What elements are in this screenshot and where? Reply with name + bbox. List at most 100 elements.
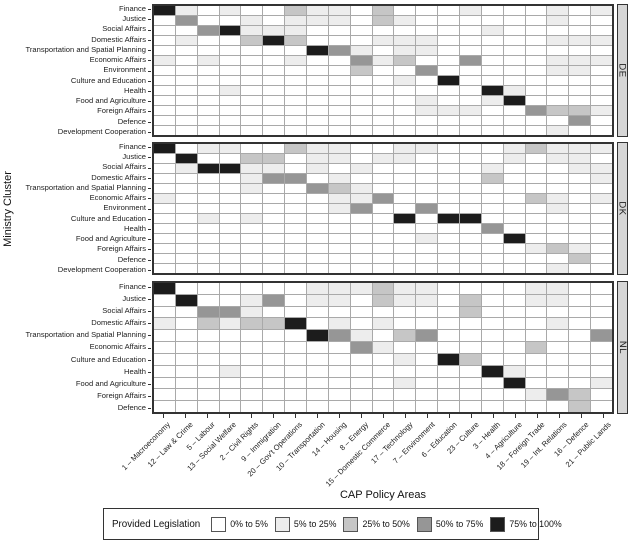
heatmap-cell bbox=[328, 389, 350, 401]
heatmap-cell bbox=[350, 353, 372, 365]
heatmap-cell bbox=[197, 342, 219, 353]
heatmap-cell bbox=[416, 86, 438, 95]
heatmap-cell bbox=[569, 184, 591, 193]
heatmap-cell bbox=[525, 174, 547, 183]
heatmap-cell bbox=[525, 224, 547, 233]
row-label: Defence bbox=[117, 402, 146, 412]
heatmap-cell bbox=[154, 342, 175, 353]
heatmap-cell bbox=[307, 318, 328, 330]
y-tick bbox=[148, 60, 151, 61]
heatmap-cell bbox=[285, 234, 306, 243]
heatmap-cell bbox=[416, 342, 438, 353]
heatmap-cell bbox=[481, 56, 503, 65]
heatmap-cell bbox=[197, 164, 219, 173]
heatmap-cell bbox=[175, 56, 197, 65]
heatmap-cell bbox=[394, 342, 416, 353]
heatmap-cell bbox=[547, 56, 569, 65]
heatmap-cell bbox=[547, 234, 569, 243]
heatmap-cell bbox=[328, 244, 350, 253]
heatmap-cell bbox=[591, 164, 612, 173]
heatmap-cell bbox=[525, 214, 547, 223]
heatmap-cell bbox=[350, 294, 372, 306]
heatmap-cell bbox=[197, 154, 219, 163]
heatmap-cell bbox=[219, 365, 241, 377]
heatmap-cell bbox=[591, 174, 612, 183]
heatmap-cell bbox=[307, 26, 328, 35]
heatmap-cell bbox=[481, 46, 503, 55]
heatmap-cell bbox=[525, 353, 547, 365]
heatmap-cell bbox=[285, 342, 306, 353]
heatmap-cell bbox=[438, 294, 459, 306]
heatmap-cell bbox=[328, 194, 350, 203]
y-tick bbox=[148, 384, 151, 385]
heatmap-cell bbox=[263, 184, 285, 193]
heatmap-cell bbox=[416, 194, 438, 203]
heatmap-cell bbox=[460, 76, 481, 85]
heatmap-cell bbox=[525, 26, 547, 35]
heatmap-cell bbox=[307, 106, 328, 115]
heatmap-cell bbox=[197, 377, 219, 389]
heatmap-cell bbox=[591, 330, 612, 342]
heatmap-cell bbox=[307, 86, 328, 95]
heatmap-cell bbox=[569, 234, 591, 243]
legend-item: 5% to 25% bbox=[274, 516, 336, 532]
heatmap-cell bbox=[569, 46, 591, 55]
heatmap-cell bbox=[569, 264, 591, 273]
heatmap-cell bbox=[394, 244, 416, 253]
y-tick bbox=[148, 287, 151, 288]
heatmap-cell bbox=[285, 365, 306, 377]
heatmap-cell bbox=[525, 144, 547, 153]
heatmap-cell bbox=[307, 353, 328, 365]
heatmap-cell bbox=[175, 36, 197, 45]
heatmap-cell bbox=[569, 86, 591, 95]
heatmap-cell bbox=[219, 76, 241, 85]
heatmap-cell bbox=[416, 264, 438, 273]
heatmap-cell bbox=[285, 26, 306, 35]
heatmap-cell bbox=[263, 244, 285, 253]
heatmap-cell bbox=[525, 194, 547, 203]
heatmap-cell bbox=[460, 66, 481, 75]
row-label: Social Affairs bbox=[102, 24, 146, 34]
heatmap-cell bbox=[416, 318, 438, 330]
heatmap-cell bbox=[438, 184, 459, 193]
heatmap-cell bbox=[350, 306, 372, 318]
heatmap-cell bbox=[460, 264, 481, 273]
heatmap-cell bbox=[241, 106, 263, 115]
heatmap-cell bbox=[591, 204, 612, 213]
heatmap-cell bbox=[569, 377, 591, 389]
y-tick bbox=[148, 91, 151, 92]
heatmap-cell bbox=[591, 389, 612, 401]
heatmap-cell bbox=[460, 164, 481, 173]
heatmap-cell bbox=[328, 164, 350, 173]
x-tick bbox=[515, 414, 516, 418]
heatmap-cell bbox=[525, 365, 547, 377]
heatmap-cell bbox=[307, 234, 328, 243]
heatmap-cell bbox=[503, 353, 525, 365]
heatmap-cell bbox=[154, 76, 175, 85]
heatmap-cell bbox=[547, 342, 569, 353]
x-tick bbox=[339, 414, 340, 418]
heatmap-cell bbox=[438, 254, 459, 263]
heatmap-cell bbox=[394, 46, 416, 55]
heatmap-cell bbox=[438, 96, 459, 105]
heatmap-cell bbox=[394, 194, 416, 203]
heatmap-cell bbox=[481, 389, 503, 401]
y-tick bbox=[148, 101, 151, 102]
heatmap-cell bbox=[591, 294, 612, 306]
heatmap-cell bbox=[285, 164, 306, 173]
heatmap-cell bbox=[416, 46, 438, 55]
heatmap-cell bbox=[241, 174, 263, 183]
heatmap-cell bbox=[285, 254, 306, 263]
heatmap-cell bbox=[481, 144, 503, 153]
heatmap-cell bbox=[416, 330, 438, 342]
heatmap-cell bbox=[219, 306, 241, 318]
heatmap-cell bbox=[328, 184, 350, 193]
heatmap-cell bbox=[307, 306, 328, 318]
heatmap-cell bbox=[328, 126, 350, 135]
heatmap-cell bbox=[307, 389, 328, 401]
heatmap-cell bbox=[241, 244, 263, 253]
heatmap-cell bbox=[241, 224, 263, 233]
heatmap-cell bbox=[328, 144, 350, 153]
heatmap-cell bbox=[547, 389, 569, 401]
heatmap-cell bbox=[525, 306, 547, 318]
